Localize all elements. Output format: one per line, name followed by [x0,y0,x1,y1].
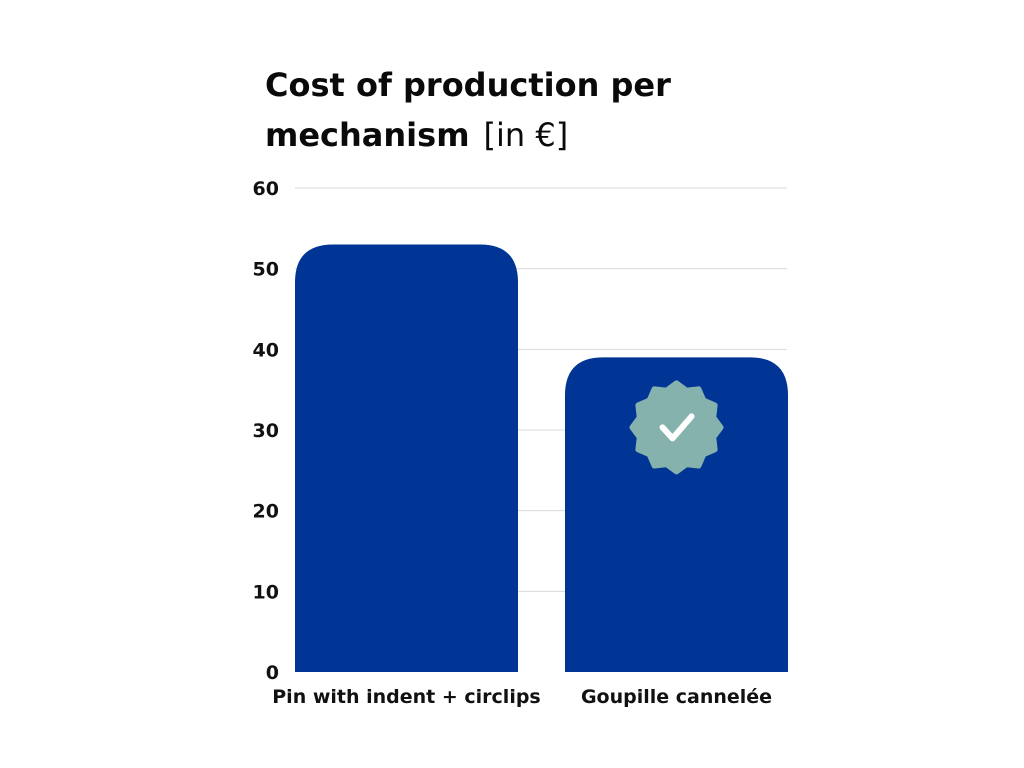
y-tick-label: 60 [253,178,279,200]
chart-title-text: mechanism [265,116,470,154]
y-tick-label: 30 [253,420,279,442]
y-axis-ticks: 0 10 20 30 40 50 60 [253,178,279,684]
bar [295,244,518,672]
x-category-label: Pin with indent + circlips [272,686,541,708]
x-axis-labels: Pin with indent + circlips Goupille canne… [272,686,772,708]
x-category-label: Goupille cannelée [581,686,772,708]
bar [565,357,788,672]
check-mark [659,413,695,442]
check-badge-icon [629,380,724,475]
chart-title-line1: Cost of production per [265,66,671,104]
y-tick-label: 0 [266,662,279,684]
chart-title-unit: [in €] [484,116,569,154]
y-tick-label: 10 [253,581,279,603]
y-tick-label: 40 [253,339,279,361]
y-tick-label: 50 [253,259,279,281]
badge-shape [629,380,724,475]
bars [295,244,788,672]
highlight-badge [629,380,724,475]
chart-title-line2: mechanism [in €] [265,116,568,154]
y-tick-label: 20 [253,501,279,523]
